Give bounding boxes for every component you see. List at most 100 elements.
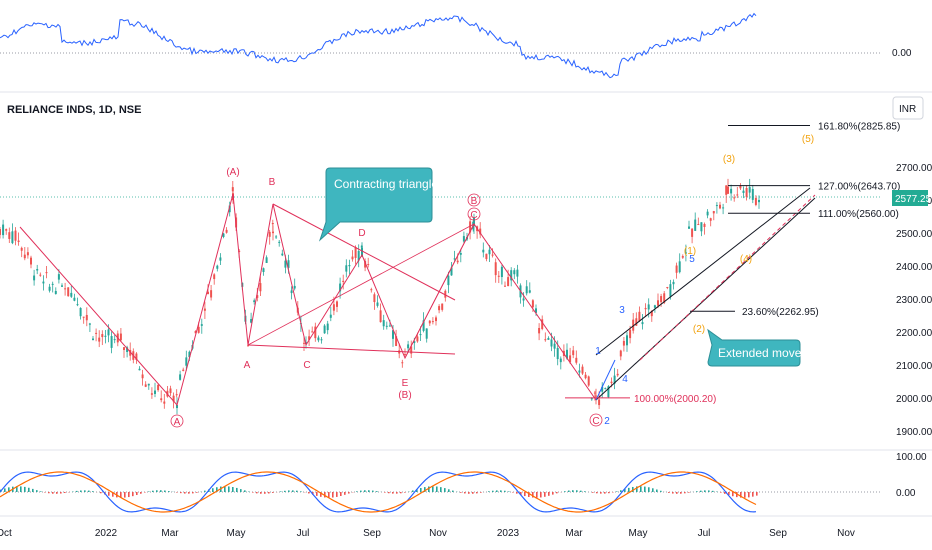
candle-body	[522, 298, 525, 301]
histogram-bar	[192, 492, 194, 494]
candle-body	[141, 374, 144, 379]
candle-body	[247, 345, 249, 347]
candle-body	[456, 260, 459, 263]
candle-body	[57, 274, 60, 280]
currency-button[interactable]: INR	[892, 96, 924, 120]
histogram-bar	[100, 492, 102, 494]
histogram-bar	[748, 492, 750, 498]
histogram-bar	[680, 492, 682, 494]
candle-body	[745, 188, 748, 197]
candle-body	[320, 339, 323, 341]
candle-body	[572, 350, 575, 356]
candle-body	[51, 283, 54, 285]
candle-body	[593, 392, 596, 394]
candle-body	[54, 290, 57, 294]
candle-body	[462, 236, 465, 242]
histogram-bar	[236, 487, 238, 492]
histogram-bar	[176, 492, 178, 493]
candle-body	[684, 252, 687, 254]
candle-body	[569, 355, 572, 363]
candle-body	[317, 337, 320, 341]
histogram-bar	[400, 492, 402, 494]
candle-body	[553, 343, 556, 349]
histogram-bar	[592, 492, 594, 493]
x-tick-label: Sep	[363, 528, 381, 539]
candle-body	[425, 328, 428, 339]
candle-body	[314, 326, 317, 339]
candle-body	[271, 223, 274, 225]
candle-body	[453, 258, 456, 260]
histogram-bar	[240, 489, 242, 492]
histogram-bar	[420, 488, 422, 492]
candle-body	[688, 226, 690, 229]
histogram-bar	[660, 490, 662, 492]
histogram-bar	[628, 487, 630, 492]
histogram-bar	[444, 488, 446, 492]
candle-body	[653, 305, 656, 308]
candle-body	[126, 347, 129, 352]
symbol-legend[interactable]: RELIANCE INDS, 1D, NSE	[7, 104, 141, 116]
histogram-bar	[608, 492, 610, 494]
y-tick-label: 2200.00	[896, 328, 932, 339]
time-axis[interactable]: Oct 2022 Mar May Jul Sep Nov 2023 Mar May Jul Sep No…	[0, 528, 855, 539]
candle-body	[67, 287, 70, 297]
candle-body	[638, 311, 641, 322]
histogram-bar	[396, 492, 398, 494]
histogram-bar	[528, 492, 530, 497]
candle-body	[422, 320, 425, 331]
candle-body	[185, 357, 188, 366]
histogram-bar	[252, 492, 254, 493]
candle-body	[20, 247, 23, 251]
histogram-bar	[36, 490, 38, 492]
y-tick-label: 2400.00	[896, 262, 932, 273]
candle-body	[348, 265, 351, 267]
histogram-bar	[348, 492, 350, 494]
y-tick-label: 2300.00	[896, 295, 932, 306]
candle-body	[361, 247, 363, 257]
candle-body	[479, 228, 482, 235]
candle-body	[33, 275, 36, 281]
candle-body	[203, 308, 206, 311]
candle-body	[392, 330, 394, 339]
histogram-bar	[364, 490, 366, 492]
candle-body	[450, 267, 453, 276]
histogram-bar	[308, 492, 310, 494]
wave-label-blue: 4	[622, 374, 628, 385]
wave-label-red: C	[470, 210, 477, 221]
candle-body	[107, 329, 110, 336]
histogram-bar	[392, 492, 394, 494]
histogram-bar	[488, 491, 490, 492]
candle-body	[85, 314, 88, 321]
candle-body	[622, 340, 625, 346]
candle-body	[754, 197, 757, 205]
wave-label-red: (B)	[398, 390, 411, 401]
histogram-bar	[460, 492, 462, 493]
histogram-bar	[580, 490, 582, 492]
extended-move-note[interactable]: Extended move	[707, 328, 802, 367]
candle-body	[5, 229, 8, 231]
candle-body	[681, 256, 684, 258]
histogram-bar	[492, 490, 494, 492]
candle-body	[82, 316, 85, 318]
histogram-bar	[676, 492, 678, 494]
histogram-bar	[52, 492, 54, 494]
candle-body	[379, 310, 382, 323]
candle-body	[644, 307, 647, 310]
candle-body	[98, 337, 101, 342]
candle-body	[404, 354, 406, 356]
candle-body	[250, 319, 253, 323]
histogram-bar	[700, 490, 702, 492]
histogram-bar	[476, 492, 478, 494]
histogram-bar	[500, 490, 502, 492]
histogram-bar	[92, 491, 94, 492]
candle-body	[697, 224, 700, 226]
histogram-bar	[332, 492, 334, 498]
currency-label[interactable]: INR	[899, 104, 916, 115]
histogram-bar	[596, 492, 598, 494]
candle-body	[262, 268, 265, 273]
triangle-note[interactable]: Contracting triangle on internal 'B'	[318, 167, 513, 242]
histogram-bar	[648, 487, 650, 492]
candle-body	[541, 319, 544, 329]
histogram-bar	[16, 486, 18, 492]
